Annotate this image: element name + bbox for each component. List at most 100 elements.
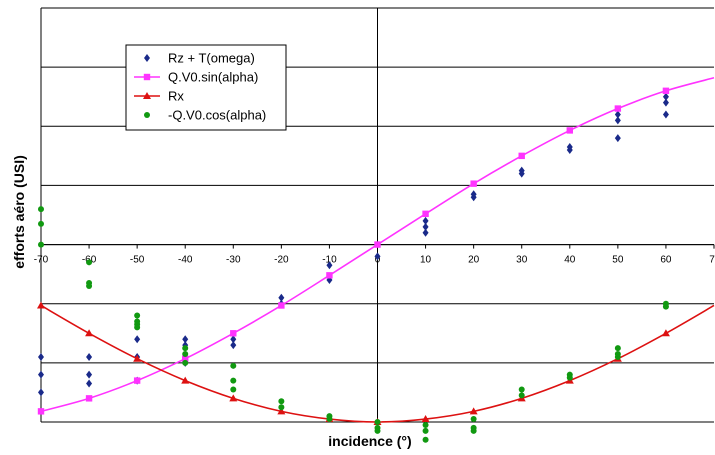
data-point [422, 222, 429, 231]
data-point [614, 353, 621, 360]
data-point [470, 416, 477, 423]
series-3 [38, 206, 669, 443]
y-axis-title: efforts aéro (USI) [11, 155, 27, 269]
data-point [278, 398, 285, 405]
data-point [518, 152, 525, 160]
data-point [469, 407, 478, 415]
data-point [278, 293, 285, 302]
data-point [182, 355, 189, 362]
x-tick-label: -40 [178, 255, 193, 266]
data-point [421, 415, 430, 423]
x-tick-label: -30 [226, 255, 241, 266]
data-point [85, 395, 93, 402]
data-point [85, 329, 94, 337]
legend-label: Rz + T(omega) [168, 51, 255, 66]
data-point [614, 110, 621, 119]
data-point [182, 335, 189, 344]
data-point [422, 210, 429, 218]
series [37, 77, 715, 443]
data-point [662, 92, 669, 101]
data-point [326, 272, 333, 279]
legend-marker [144, 112, 150, 118]
data-point [230, 330, 237, 337]
data-point [37, 301, 45, 309]
data-point [38, 206, 44, 213]
data-point [566, 127, 573, 134]
data-point [662, 87, 670, 94]
data-point [422, 421, 429, 428]
data-point [86, 259, 93, 266]
data-point [614, 105, 622, 112]
data-point [278, 404, 285, 411]
legend-marker [143, 92, 151, 99]
data-point [614, 134, 621, 143]
x-tick-label: 30 [516, 255, 528, 266]
data-point [422, 216, 429, 225]
data-point [518, 386, 525, 393]
data-point [278, 302, 285, 309]
data-point [662, 110, 669, 119]
data-point [662, 98, 669, 107]
data-point [230, 341, 237, 350]
data-point [518, 392, 525, 399]
data-point [470, 180, 477, 187]
data-point [230, 386, 237, 393]
data-point [86, 370, 93, 379]
data-point [229, 394, 238, 402]
x-tick-label: -70 [34, 255, 49, 266]
data-point [38, 370, 44, 379]
data-point [230, 362, 237, 369]
data-point [374, 252, 381, 261]
legend-label: Q.V0.sin(alpha) [168, 70, 258, 85]
data-point [374, 427, 381, 434]
data-point [422, 228, 429, 237]
legend-label: Rx [168, 89, 184, 104]
x-tick-label: 40 [564, 255, 576, 266]
x-tick-label: -20 [274, 255, 289, 266]
data-point [181, 376, 190, 384]
data-point [134, 335, 141, 344]
data-point [661, 329, 670, 337]
data-point [182, 359, 189, 366]
data-point [86, 282, 93, 289]
data-point [86, 352, 93, 361]
data-point [86, 379, 93, 388]
data-point [38, 220, 44, 227]
legend-label: -Q.V0.cos(alpha) [168, 108, 266, 123]
series-1 [37, 77, 715, 415]
x-tick-label: -50 [130, 255, 145, 266]
data-point [374, 241, 381, 248]
data-point [470, 427, 477, 434]
data-point [38, 388, 44, 397]
data-point [422, 427, 429, 434]
data-point [614, 116, 621, 125]
data-point [470, 190, 477, 199]
data-point [38, 352, 44, 361]
x-axis-title: incidence (°) [328, 433, 411, 449]
data-point [662, 303, 669, 310]
data-point [133, 377, 141, 384]
data-point [230, 335, 237, 344]
data-point [518, 166, 525, 175]
data-point [38, 241, 44, 248]
x-tick-label: 60 [660, 255, 672, 266]
data-point [134, 324, 141, 331]
data-point [326, 416, 333, 423]
data-point [277, 407, 286, 415]
legend-marker [144, 54, 150, 62]
x-tick-label: -10 [322, 255, 337, 266]
x-tick-label: 50 [612, 255, 624, 266]
data-point [614, 345, 621, 352]
x-tick-label: 10 [420, 255, 432, 266]
legend: Rz + T(omega) Q.V0.sin(alpha) Rx -Q.V0.cos(… [125, 44, 287, 131]
data-point [422, 436, 429, 443]
data-point [566, 142, 573, 151]
data-point [326, 261, 333, 270]
legend-marker [143, 73, 151, 81]
data-point [182, 345, 189, 352]
data-point [134, 312, 141, 319]
x-tick-label: 20 [468, 255, 480, 266]
data-point [374, 419, 381, 425]
data-point [230, 377, 237, 384]
